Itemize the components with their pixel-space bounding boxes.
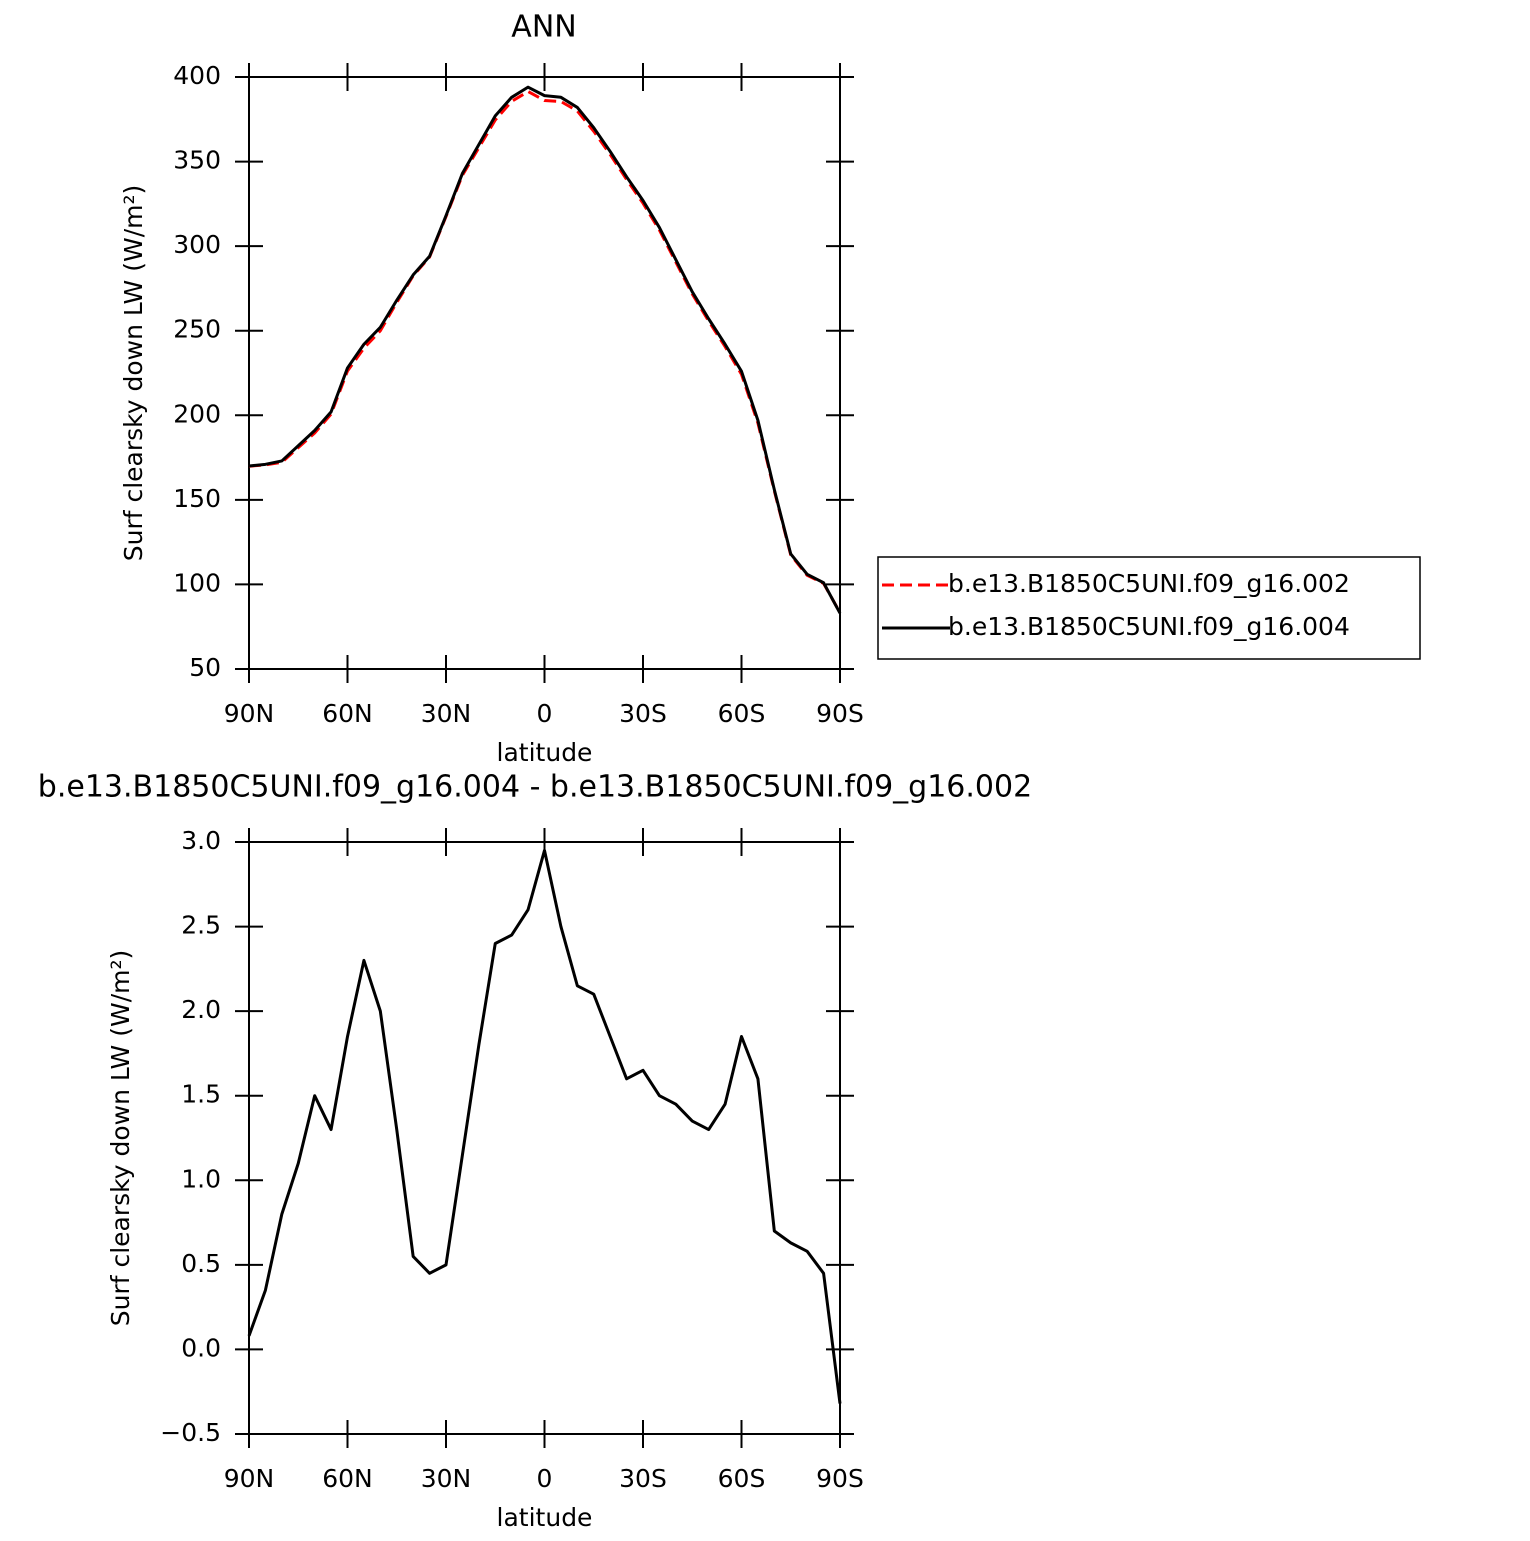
legend-label: b.e13.B1850C5UNI.f09_g16.002 [948, 569, 1350, 598]
y-tick-label: 0.0 [181, 1333, 221, 1362]
legend-label: b.e13.B1850C5UNI.f09_g16.004 [948, 612, 1350, 641]
data-line [248, 90, 842, 614]
y-tick-label: 3.0 [181, 826, 221, 855]
y-tick-label: 1.5 [181, 1080, 221, 1109]
x-tick-label: 30S [619, 1464, 667, 1493]
x-axis-label: latitude [497, 1503, 593, 1532]
x-tick-label: 30S [619, 699, 667, 728]
x-tick-label: 90S [816, 699, 864, 728]
x-tick-label: 60N [322, 1464, 373, 1493]
y-tick-label: −0.5 [160, 1418, 221, 1447]
x-tick-label: 90N [224, 1464, 275, 1493]
chart-title: ANN [511, 10, 576, 45]
y-tick-label: 1.0 [181, 1164, 221, 1193]
y-tick-label: 2.0 [181, 995, 221, 1024]
x-tick-label: 60S [718, 1464, 766, 1493]
x-tick-label: 30N [421, 1464, 472, 1493]
y-tick-label: 150 [173, 484, 221, 513]
y-tick-label: 50 [189, 653, 221, 682]
y-tick-label: 2.5 [181, 911, 221, 940]
x-tick-label: 60S [718, 699, 766, 728]
x-tick-label: 30N [421, 699, 472, 728]
y-tick-label: 100 [173, 568, 221, 597]
data-line [248, 85, 842, 614]
legend-box [877, 556, 1421, 660]
plot-frame [248, 76, 841, 670]
y-tick-label: 350 [173, 146, 221, 175]
x-tick-label: 0 [537, 699, 553, 728]
data-line [247, 848, 842, 1404]
y-tick-label: 250 [173, 315, 221, 344]
y-tick-label: 400 [173, 61, 221, 90]
x-axis-label: latitude [497, 738, 593, 767]
y-axis-label: Surf clearsky down LW (W/m²) [106, 950, 135, 1327]
y-tick-label: 300 [173, 230, 221, 259]
chart-title: b.e13.B1850C5UNI.f09_g16.004 - b.e13.B18… [38, 770, 1032, 805]
x-tick-label: 90N [224, 699, 275, 728]
x-tick-label: 60N [322, 699, 373, 728]
plot-frame [248, 841, 841, 1435]
y-axis-label: Surf clearsky down LW (W/m²) [119, 185, 148, 562]
y-tick-label: 200 [173, 399, 221, 428]
x-tick-label: 0 [537, 1464, 553, 1493]
y-tick-label: 0.5 [181, 1249, 221, 1278]
x-tick-label: 90S [816, 1464, 864, 1493]
